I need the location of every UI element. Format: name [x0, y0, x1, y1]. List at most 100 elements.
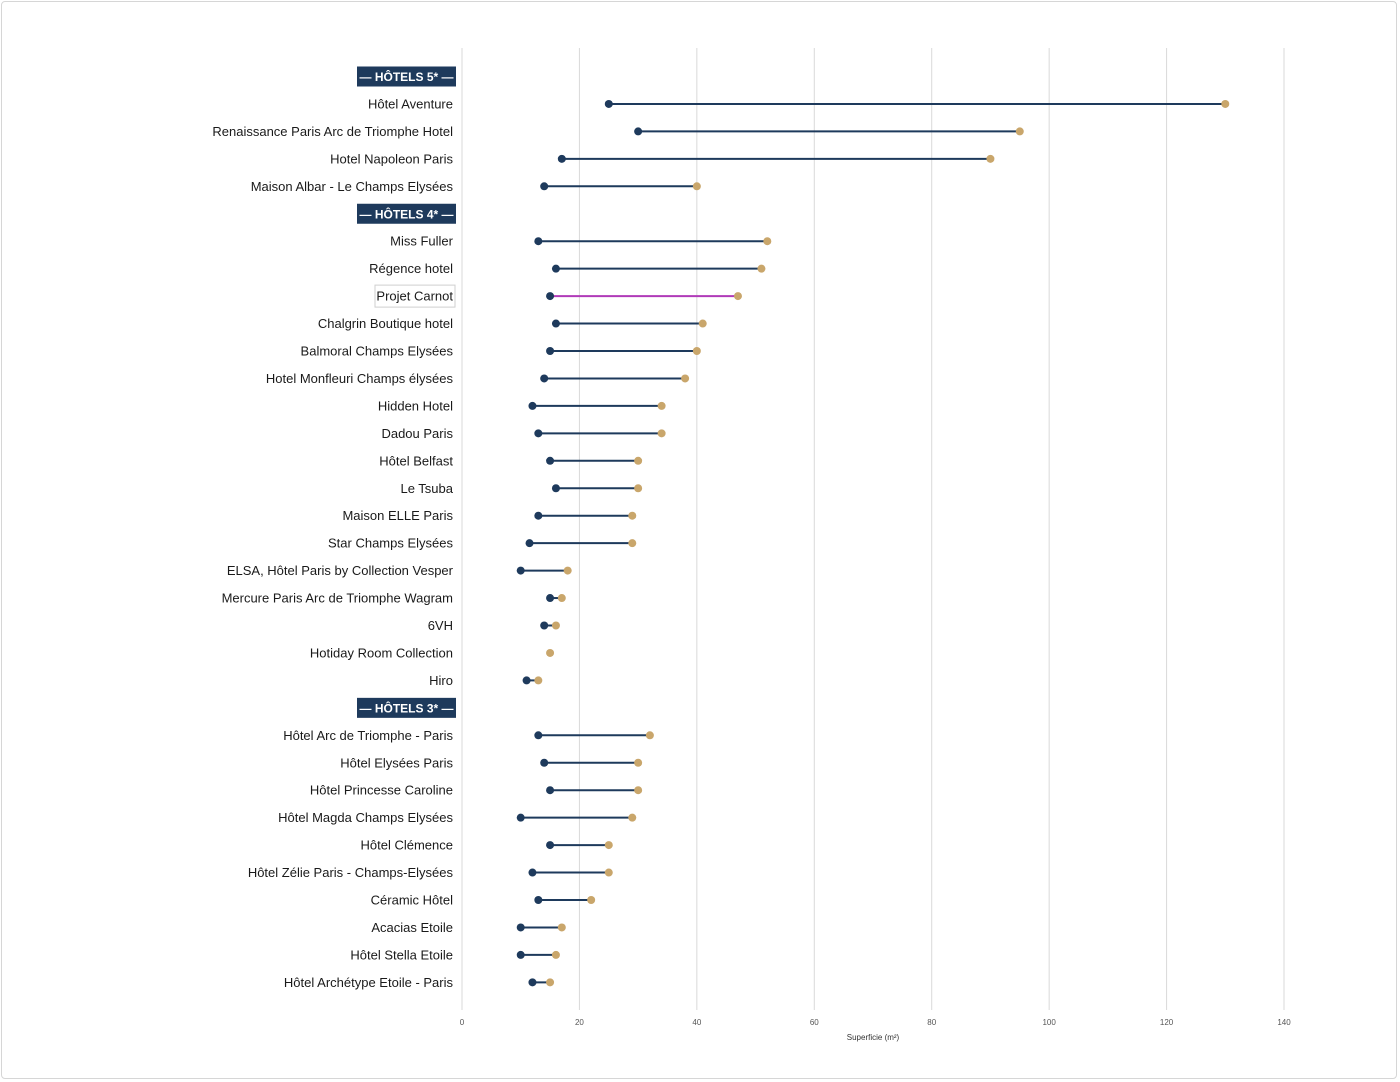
- category-header: — HÔTELS 4* —: [357, 203, 456, 224]
- max-dot: [692, 347, 701, 355]
- highlight-box: [374, 284, 456, 308]
- max-dot: [645, 731, 654, 740]
- category-label: — HÔTELS 5* —: [359, 69, 453, 84]
- hotel-row: Hôtel Belfast: [379, 453, 643, 468]
- row-label: Star Champs Elysées: [328, 536, 453, 551]
- row-label: Hôtel Magda Champs Elysées: [278, 810, 453, 825]
- row-label: Projet Carnot: [376, 289, 453, 304]
- hotel-row: Acacias Etoile: [371, 920, 566, 935]
- max-dot: [604, 841, 613, 850]
- row-label: Hotel Monfleuri Champs élysées: [266, 371, 454, 386]
- min-dot: [525, 539, 534, 548]
- hotel-row: Céramic Hôtel: [371, 893, 596, 908]
- row-label: Mercure Paris Arc de Triomphe Wagram: [222, 591, 453, 606]
- x-tick-label: 40: [692, 1018, 701, 1027]
- category-badge: [357, 66, 456, 87]
- hotel-row: Mercure Paris Arc de Triomphe Wagram: [222, 591, 566, 606]
- min-dot: [534, 731, 543, 740]
- row-label: Chalgrin Boutique hotel: [318, 316, 453, 331]
- chart-rows: — HÔTELS 5* — Hôtel Aventure Renaissance P…: [212, 66, 1230, 990]
- max-dot: [587, 896, 596, 904]
- min-dot: [546, 292, 555, 301]
- hotel-row: Hotel Monfleuri Champs élysées: [266, 371, 690, 386]
- hotel-row: Hotiday Room Collection: [310, 645, 555, 660]
- hotel-row: Maison ELLE Paris: [342, 508, 637, 523]
- row-label: Hôtel Clémence: [361, 838, 454, 853]
- max-dot: [986, 154, 995, 163]
- max-dot: [692, 182, 701, 191]
- max-dot: [628, 511, 637, 520]
- min-dot: [534, 896, 543, 904]
- hotel-row: Hôtel Archétype Etoile - Paris: [284, 975, 555, 990]
- min-dot: [540, 374, 549, 383]
- min-dot: [522, 676, 531, 685]
- row-label: Hidden Hotel: [378, 398, 453, 413]
- hotel-row: Hidden Hotel: [378, 398, 666, 413]
- category-header: — HÔTELS 3* —: [357, 697, 456, 718]
- min-dot: [557, 154, 566, 163]
- max-dot: [1221, 99, 1230, 108]
- category-label: — HÔTELS 3* —: [359, 700, 453, 715]
- row-label: Hôtel Princesse Caroline: [310, 783, 453, 798]
- min-dot: [540, 758, 549, 767]
- x-tick-label: 0: [460, 1018, 465, 1027]
- min-dot: [551, 484, 560, 493]
- hotel-row: Régence hotel: [369, 261, 766, 276]
- row-label: Régence hotel: [369, 261, 453, 276]
- row-label: Acacias Etoile: [371, 920, 453, 935]
- hotel-row: Miss Fuller: [390, 234, 772, 249]
- max-dot: [634, 456, 643, 465]
- min-dot: [546, 786, 555, 795]
- max-dot: [681, 374, 690, 383]
- min-dot: [634, 127, 643, 136]
- hotel-row: Star Champs Elysées: [328, 536, 637, 551]
- min-dot: [540, 182, 549, 191]
- hotel-row: 6VH: [428, 618, 560, 633]
- min-dot: [546, 456, 555, 465]
- x-axis-title: Superficie (m²): [847, 1033, 900, 1042]
- min-dot: [528, 868, 537, 877]
- max-dot: [546, 978, 555, 987]
- row-label: Balmoral Champs Elysées: [301, 344, 454, 359]
- row-label: Renaissance Paris Arc de Triomphe Hotel: [212, 124, 453, 139]
- category-label: — HÔTELS 4* —: [359, 206, 453, 221]
- min-dot: [528, 401, 537, 410]
- hotel-row: Hôtel Elysées Paris: [340, 755, 643, 770]
- min-dot: [546, 841, 555, 850]
- x-axis: 0 20 40 60 80 100 120 140: [460, 1018, 1291, 1027]
- max-dot: [657, 429, 666, 438]
- row-label: Hotiday Room Collection: [310, 645, 453, 660]
- min-dot: [534, 511, 543, 520]
- max-dot: [628, 813, 637, 822]
- hotel-row: Projet Carnot: [374, 284, 742, 308]
- grid-lines: [461, 48, 1285, 1010]
- hotel-row: Renaissance Paris Arc de Triomphe Hotel: [212, 124, 1024, 139]
- max-dot: [551, 621, 560, 630]
- max-dot: [634, 758, 643, 767]
- row-label: ELSA, Hôtel Paris by Collection Vesper: [227, 563, 454, 578]
- hotel-row: Hôtel Stella Etoile: [350, 947, 560, 962]
- hotel-row: Hôtel Clémence: [361, 838, 613, 853]
- hotel-row: Maison Albar - Le Champs Elysées: [251, 179, 701, 194]
- x-tick-label: 20: [575, 1018, 584, 1027]
- min-dot: [546, 594, 555, 603]
- min-dot: [516, 566, 525, 575]
- max-dot: [757, 264, 766, 273]
- min-dot: [551, 319, 560, 328]
- row-label: Maison Albar - Le Champs Elysées: [251, 179, 454, 194]
- x-tick-label: 80: [927, 1018, 936, 1027]
- hotel-row: Chalgrin Boutique hotel: [318, 316, 707, 331]
- row-label: Hôtel Elysées Paris: [340, 755, 453, 770]
- max-dot: [563, 566, 572, 575]
- hotel-row: ELSA, Hôtel Paris by Collection Vesper: [227, 563, 572, 578]
- row-label: Hôtel Arc de Triomphe - Paris: [283, 728, 453, 743]
- min-dot: [516, 923, 525, 932]
- hotel-row: Hôtel Aventure: [368, 96, 1230, 111]
- max-dot: [763, 237, 772, 246]
- row-label: Miss Fuller: [390, 234, 454, 249]
- row-label: Maison ELLE Paris: [342, 508, 453, 523]
- hotel-row: Hiro: [429, 673, 543, 688]
- max-dot: [657, 401, 666, 410]
- max-dot: [634, 786, 643, 795]
